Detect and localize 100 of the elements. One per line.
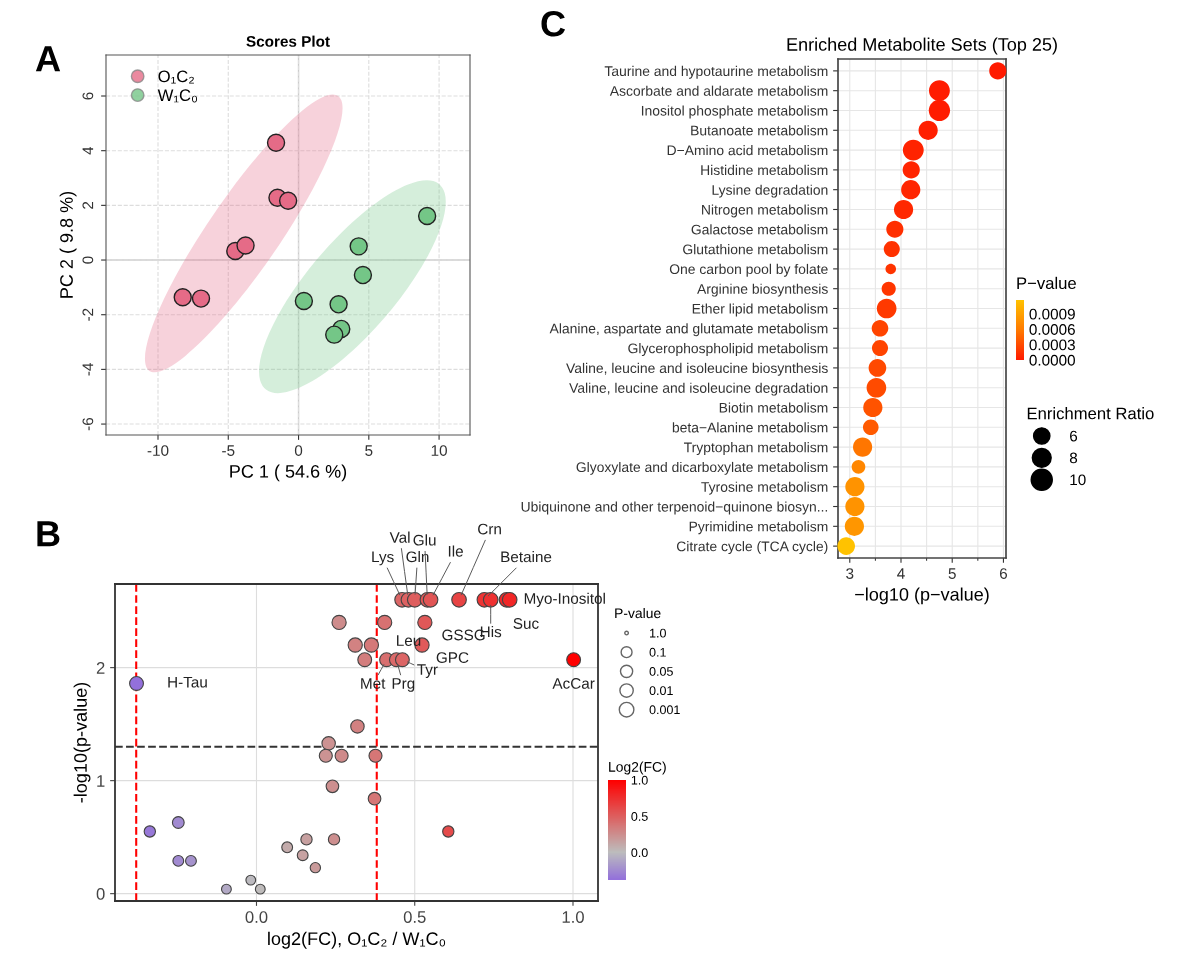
point — [278, 191, 298, 210]
x-axis-title: PC 1 ( 54.6 %) — [230, 464, 347, 482]
annotation: AcCar — [552, 678, 595, 689]
y-axis-title: PC 2 ( 9.8 %) — [59, 191, 77, 298]
y-tick-label: 2 — [96, 662, 105, 674]
point — [353, 265, 373, 285]
x-tick-label: -10 — [147, 445, 169, 456]
y-tick-label: Tryptophan metabolism — [683, 442, 828, 456]
annotation: Crn — [478, 523, 501, 535]
x-tick-label: 0.5 — [403, 911, 426, 923]
y-tick-label: Citrate cycle (TCA cycle) — [676, 541, 828, 555]
text: B — [37, 521, 60, 547]
annotation: Lys — [372, 551, 394, 566]
point — [417, 206, 437, 226]
y-tick-label: Ether lipid metabolism — [692, 303, 828, 317]
color-bar-title: Log2(FC) — [609, 761, 666, 775]
y-tick-label: Histidine metabolism — [701, 164, 828, 176]
x-tick-label: 4 — [897, 568, 905, 579]
color-bar-label: 0.0 — [631, 848, 648, 858]
y-tick-label: Valine, leucine and isoleucine degradation — [569, 382, 828, 396]
y-tick-label: 2 — [82, 201, 94, 209]
point — [191, 289, 211, 308]
y-tick-label: Inositol phosphate metabolism — [641, 105, 828, 119]
y-tick-label: 0 — [96, 888, 105, 900]
color-bar-label: 0.0006 — [1029, 324, 1075, 335]
x-tick-label: 0.0 — [245, 911, 268, 923]
chart-title: Scores Plot — [246, 35, 330, 47]
x-tick-label: 5 — [365, 445, 373, 456]
annotation: Betaine — [501, 551, 552, 563]
y-tick-label: Ascorbate and aldarate metabolism — [609, 85, 828, 96]
color-bar-label: 0.0000 — [1029, 354, 1075, 366]
y-tick-label: Ubiquinone and other terpenoid−quinone biosyn... — [521, 501, 828, 515]
point — [236, 236, 255, 255]
text: C — [541, 10, 566, 37]
chart-title: Enriched Metabolite Sets (Top 25) — [787, 37, 1057, 55]
y-tick-label: Arginine biosynthesis — [697, 283, 828, 297]
y-tick-label: 6 — [82, 92, 94, 100]
y-tick-label: beta−Alanine metabolism — [672, 422, 828, 433]
x-tick-label: 5 — [948, 568, 956, 579]
y-tick-label: Galactose metabolism — [691, 224, 828, 235]
legend-label: 10 — [1070, 474, 1086, 486]
legend-label: 0.05 — [649, 667, 673, 676]
y-tick-label: -2 — [82, 308, 94, 321]
point — [173, 288, 192, 307]
legend-title: Enrichment Ratio — [1027, 407, 1154, 420]
y-tick-label: One carbon pool by folate — [669, 263, 828, 277]
y-tick-label: Taurine and hypotaurine metabolism — [604, 65, 828, 79]
y-tick-label: Biotin metabolism — [719, 402, 828, 413]
color-bar-label: 0.0009 — [1029, 308, 1075, 320]
text: A — [35, 46, 61, 72]
y-tick-label: 1 — [97, 775, 105, 787]
annotation: Prg — [392, 678, 415, 692]
point — [266, 133, 286, 152]
legend-label: 1.0 — [650, 628, 666, 638]
color-bar-title: P−value — [1017, 276, 1076, 290]
annotation: Tyr — [417, 664, 438, 678]
point — [294, 291, 314, 311]
y-tick-label: Nitrogen metabolism — [702, 204, 828, 218]
y-tick-label: -6 — [82, 417, 94, 431]
annotation: Met — [361, 678, 386, 689]
annotation: Suc — [513, 618, 539, 629]
legend-label: 8 — [1069, 452, 1078, 464]
y-tick-label: Pyrimidine metabolism — [689, 521, 828, 535]
point — [329, 295, 348, 314]
legend-label: 0.001 — [649, 705, 680, 715]
y-tick-label: Tyrosine metabolism — [701, 481, 828, 495]
x-tick-label: -5 — [222, 445, 235, 456]
y-tick-label: 4 — [82, 146, 94, 155]
color-bar-label: 1.0 — [631, 775, 648, 785]
y-axis-title: -log10(p-value) — [73, 682, 91, 803]
x-tick-label: 1.0 — [562, 911, 584, 923]
y-tick-label: D−Amino acid metabolism — [667, 145, 828, 156]
annotation: H-Tau — [168, 676, 207, 688]
y-tick-label: Glycerophospholipid metabolism — [628, 343, 828, 357]
y-tick-label: Valine, leucine and isoleucine biosynthesis — [566, 362, 828, 376]
x-axis-title: −log10 (p−value) — [855, 587, 989, 605]
annotation: Glu — [413, 534, 436, 546]
y-tick-label: Glyoxylate and dicarboxylate metabolism — [576, 461, 828, 475]
y-tick-label: -4 — [82, 363, 94, 376]
color-bar-label: 0.0003 — [1029, 339, 1075, 351]
legend-title: P-value — [615, 607, 661, 619]
legend-label: O₁C₂ — [158, 70, 194, 84]
x-tick-label: 3 — [846, 568, 854, 579]
annotation: Ile — [448, 545, 463, 557]
point — [325, 325, 344, 344]
annotation: Val — [389, 531, 410, 543]
x-tick-label: 10 — [431, 445, 447, 456]
legend-label: W₁C₀ — [157, 89, 198, 103]
legend-label: 0.1 — [649, 647, 666, 657]
legend-label: 0.01 — [649, 686, 673, 696]
point — [349, 237, 368, 256]
y-tick-label: Butanoate metabolism — [691, 125, 828, 136]
x-axis-title: log2(FC), O₁C₂ / W₁C₀ — [268, 931, 446, 949]
y-tick-label: 0 — [82, 256, 94, 264]
annotation: GPC — [436, 652, 469, 664]
y-tick-label: Alanine, aspartate and glutamate metabolism — [549, 323, 828, 337]
legend-label: 6 — [1070, 430, 1078, 442]
y-tick-label: Lysine degradation — [712, 184, 828, 198]
x-tick-label: 6 — [999, 568, 1008, 579]
color-bar-label: 0.5 — [631, 812, 648, 821]
